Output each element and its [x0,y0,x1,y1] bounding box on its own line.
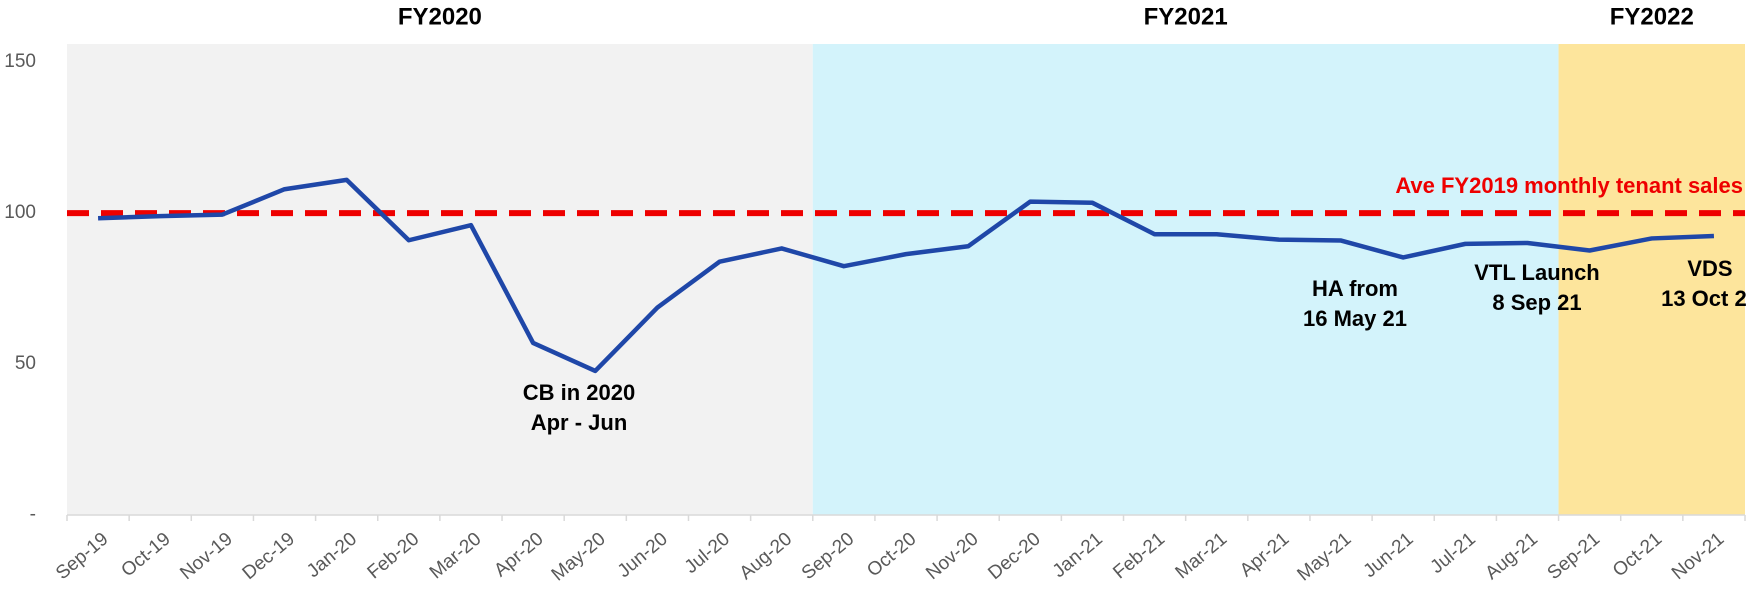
x-tick-label: Nov-19 [176,529,236,584]
period-label: FY2021 [1144,3,1228,30]
y-tick-label: 150 [4,51,36,72]
x-tick-label: Mar-21 [1172,529,1232,584]
y-tick-label: 100 [4,202,36,223]
series-line [97,177,1715,374]
x-tick-label: Jul-20 [681,529,734,578]
x-tick-label: Sep-21 [1544,529,1604,584]
y-tick-label: - [30,504,36,525]
x-tick-label: Nov-20 [922,529,982,584]
annotation: VTL Launch [1474,260,1600,285]
x-tick-label: Jun-20 [614,529,672,582]
period-band [812,44,1559,515]
reference-label: Ave FY2019 monthly tenant sales [1395,173,1743,198]
x-tick-label: Dec-20 [984,529,1044,584]
y-tick-label: 50 [15,353,36,374]
annotation: 13 Oct 21 [1661,286,1747,311]
annotation: HA from [1312,276,1398,301]
x-tick-label: May-20 [548,529,610,586]
x-tick-label: Oct-19 [117,529,174,582]
x-tick-label: Dec-19 [239,529,299,584]
x-tick-label: Sep-19 [52,529,112,584]
annotation: 8 Sep 21 [1492,290,1581,315]
period-band [67,44,813,515]
x-tick-label: Sep-20 [798,529,858,584]
x-tick-label: Apr-21 [1236,529,1293,582]
x-tick-label: Mar-20 [426,529,486,584]
annotation: CB in 2020 [523,380,636,405]
x-tick-label: Aug-20 [736,529,796,584]
x-tick-label: Nov-21 [1668,529,1728,584]
annotation: VDS [1687,256,1732,281]
x-tick-label: Jan-20 [303,529,361,582]
annotation: Apr - Jun [531,410,628,435]
x-tick-label: Aug-21 [1481,529,1541,584]
x-tick-label: May-21 [1293,529,1355,586]
x-tick-label: Feb-21 [1109,529,1169,584]
x-tick-label: Oct-20 [863,529,920,582]
x-tick-label: Apr-20 [490,529,547,582]
period-band [1558,44,1745,515]
x-tick-label: Jan-21 [1049,529,1107,582]
period-label: FY2022 [1610,3,1694,30]
x-tick-label: Feb-20 [364,529,424,584]
x-tick-label: Oct-21 [1609,529,1666,582]
period-label: FY2020 [398,3,482,30]
x-tick-label: Jul-21 [1427,529,1480,578]
annotation: 16 May 21 [1303,306,1407,331]
x-tick-label: Jun-21 [1360,529,1418,582]
